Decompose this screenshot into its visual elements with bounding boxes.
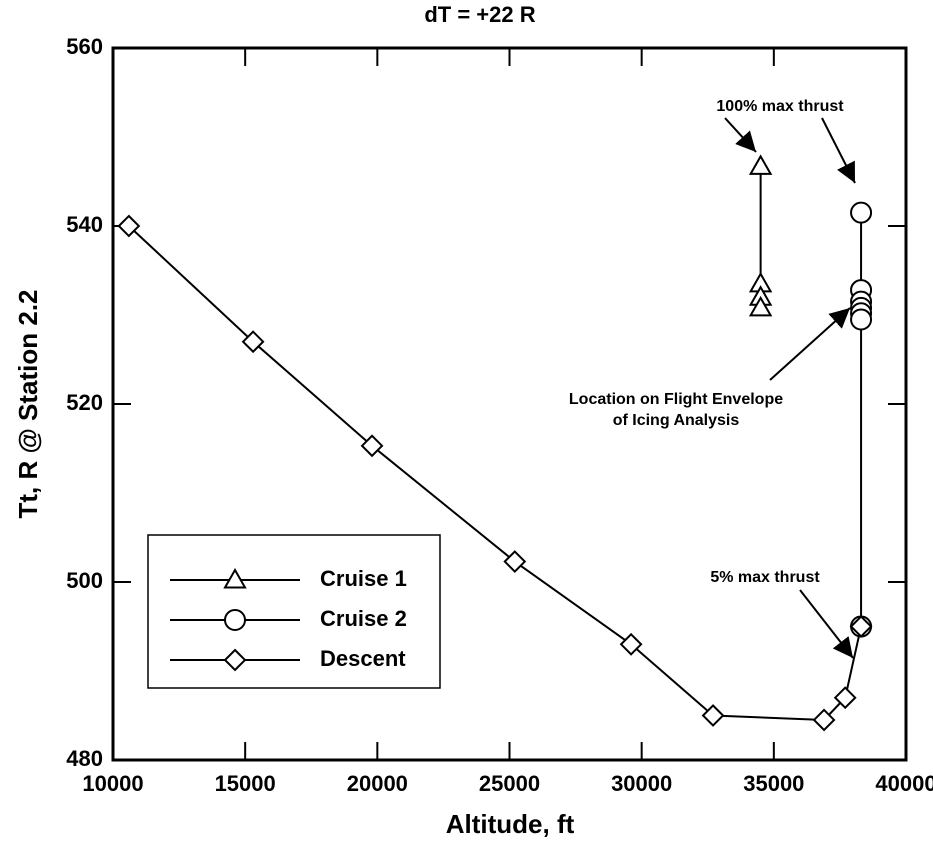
annotations: 100% max thrust Location on Flight Envel…	[569, 98, 856, 659]
x-tick-label: 10000	[82, 771, 143, 796]
marker	[241, 330, 265, 354]
y-tick-label: 520	[66, 390, 103, 415]
y-tick-label: 560	[66, 34, 103, 59]
legend-label: Cruise 2	[320, 606, 407, 631]
x-tick-label: 30000	[611, 771, 672, 796]
marker	[223, 567, 247, 589]
annotation: 5% max thrust	[710, 569, 820, 586]
annotation: of Icing Analysis	[613, 412, 740, 429]
x-tick-label: 25000	[479, 771, 540, 796]
marker	[748, 295, 773, 317]
y-tick-label: 480	[66, 746, 103, 771]
marker	[850, 308, 873, 331]
x-axis-label: Altitude, ft	[446, 809, 575, 839]
legend-label: Descent	[320, 646, 406, 671]
annotation: Location on Flight Envelope	[569, 391, 783, 408]
marker	[833, 686, 857, 710]
marker	[849, 615, 873, 638]
arrow	[724, 117, 757, 153]
x-tick-label: 20000	[347, 771, 408, 796]
legend	[147, 534, 441, 689]
y-tick-label: 500	[66, 568, 103, 593]
marker	[223, 648, 247, 672]
marker	[117, 214, 141, 238]
chart-title: dT = +22 R	[424, 2, 535, 27]
marker	[360, 434, 384, 458]
arrow	[799, 589, 854, 659]
arrow	[821, 117, 856, 184]
marker	[619, 632, 643, 656]
marker	[812, 708, 836, 732]
x-tick-label: 40000	[875, 771, 933, 796]
y-axis-label: Tt, R @ Station 2.2	[13, 289, 43, 518]
annotation: 100% max thrust	[716, 98, 844, 115]
arrow	[769, 307, 851, 381]
legend-label: Cruise 1	[320, 566, 407, 591]
marker	[850, 201, 873, 224]
x-tick-label: 35000	[743, 771, 804, 796]
marker	[224, 609, 246, 631]
x-tick-label: 15000	[215, 771, 276, 796]
marker	[503, 550, 527, 573]
y-tick-label: 540	[66, 212, 103, 237]
marker	[748, 154, 773, 175]
marker	[701, 704, 725, 727]
